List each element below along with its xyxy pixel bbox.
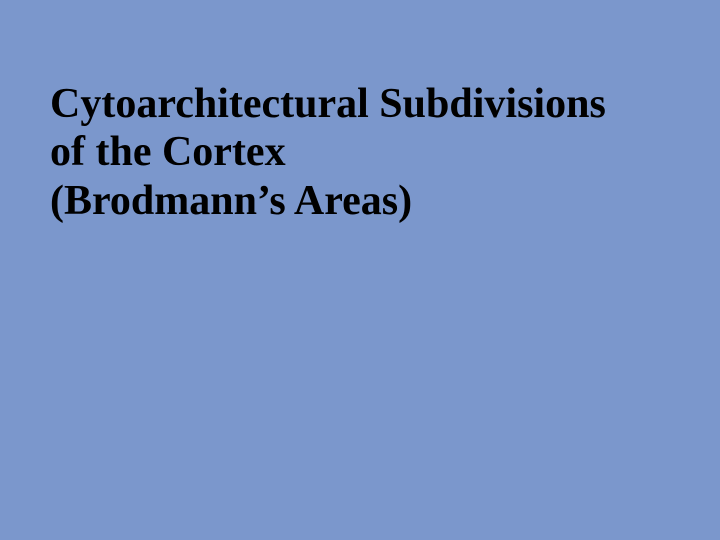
slide-container: Cytoarchitectural Subdivisions of the Co…: [0, 0, 720, 540]
title-line-2: of the Cortex: [50, 128, 670, 176]
title-line-3: (Brodmann’s Areas): [50, 177, 670, 225]
title-line-1: Cytoarchitectural Subdivisions: [50, 80, 670, 128]
slide-title: Cytoarchitectural Subdivisions of the Co…: [50, 80, 670, 225]
